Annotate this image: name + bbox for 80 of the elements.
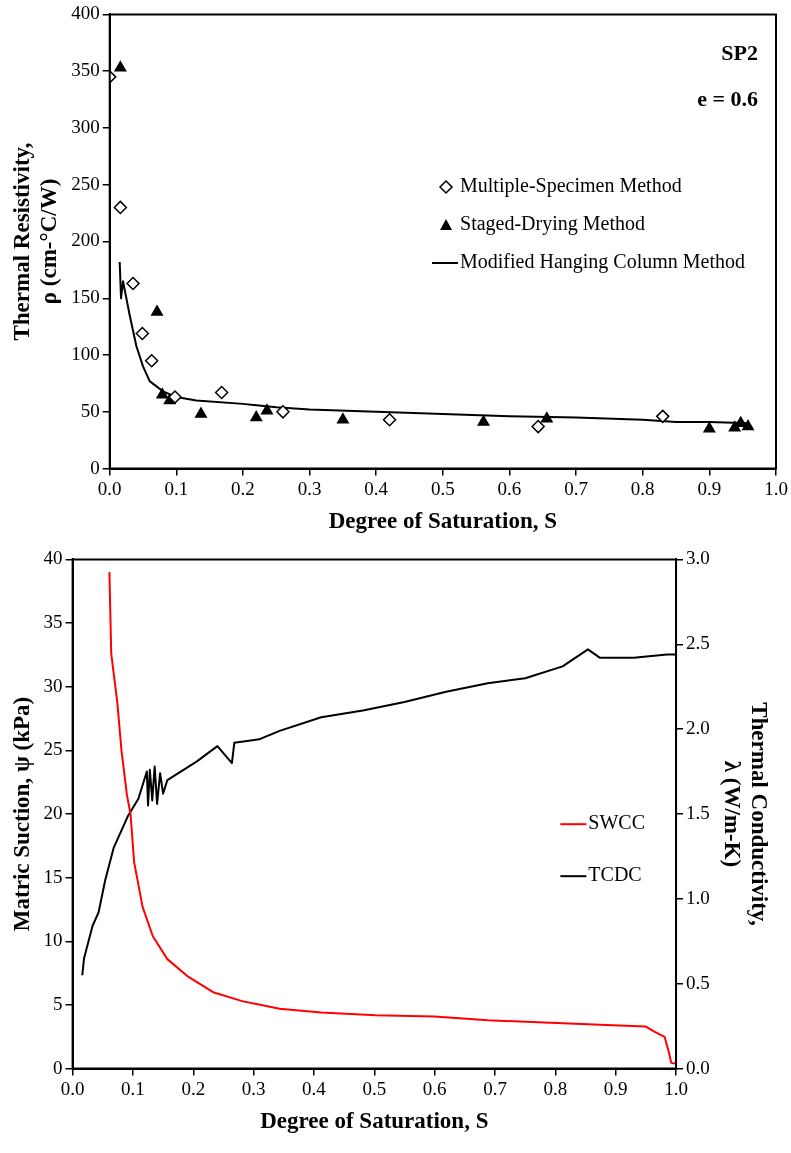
point	[382, 413, 397, 427]
y-tick-label: 15	[43, 865, 63, 887]
x-tick-label: 0.4	[364, 477, 389, 499]
y-tick-label: 100	[71, 343, 100, 365]
y-tick-label: 40	[43, 547, 63, 569]
y2-tick-label: 1.0	[686, 886, 710, 908]
x-tick-label: 0.6	[497, 477, 522, 499]
y2-tick-label: 3.0	[686, 547, 710, 569]
y2-tick-label: 1.5	[686, 801, 710, 823]
y-tick-label: 35	[43, 611, 63, 633]
legend-label: Multiple-Specimen Method	[460, 174, 682, 198]
point	[114, 61, 127, 72]
point	[156, 388, 169, 399]
y-tick-label: 10	[43, 929, 63, 951]
point	[135, 326, 150, 341]
point	[655, 409, 670, 424]
y-tick-label: 50	[80, 399, 100, 421]
x-tick-label: 0.0	[97, 477, 122, 499]
y2-tick-label: 2.5	[686, 632, 710, 654]
point	[703, 422, 716, 433]
y-tick-label: 200	[71, 229, 100, 251]
y-tick-label: 0	[90, 456, 100, 478]
legend-label: Modified Hanging Column Method	[460, 250, 745, 274]
x-tick-label: 0.0	[60, 1077, 85, 1099]
y-axis-title: Matric Suction, ψ (kPa)	[8, 696, 34, 932]
point	[144, 353, 159, 368]
x-tick-label: 0.1	[164, 477, 189, 499]
y-tick-label: 250	[71, 172, 100, 194]
y-tick-label: 20	[43, 801, 63, 823]
x-tick-label: 0.7	[564, 477, 588, 499]
point	[540, 411, 553, 423]
x-tick-label: 0.9	[603, 1077, 628, 1099]
point	[276, 405, 290, 419]
y2-tick-label: 0.0	[686, 1056, 710, 1078]
legend-label: SWCC	[588, 811, 646, 834]
x-tick-label: 0.9	[697, 477, 722, 499]
x-tick-label: 0.5	[430, 477, 455, 499]
point	[126, 276, 140, 291]
y-tick-label: 350	[71, 59, 100, 81]
x-tick-label: 1.0	[664, 1077, 688, 1099]
y2-axis-title: Thermal Conductivity, λ (W/m-K)	[719, 702, 773, 926]
y-tick-label: 30	[43, 674, 63, 696]
x-tick-label: 0.2	[231, 477, 255, 499]
y-axis-title: Thermal Resistivity, ρ (cm-°C/W)	[8, 142, 62, 341]
y-tick-label: 0	[53, 1056, 63, 1078]
x-tick-label: 0.6	[422, 1077, 447, 1099]
point	[742, 419, 754, 431]
x-tick-label: 0.7	[483, 1077, 507, 1099]
point	[113, 200, 128, 215]
x-tick-label: 0.3	[297, 477, 322, 499]
x-tick-label: 0.1	[121, 1077, 145, 1099]
x-axis-title: Degree of Saturation, S	[260, 1108, 489, 1134]
y-tick-label: 25	[43, 738, 63, 760]
x-axis-title: Degree of Saturation, S	[328, 508, 557, 534]
x-tick-label: 0.5	[362, 1077, 387, 1099]
point	[250, 410, 263, 422]
point	[531, 419, 545, 434]
x-tick-label: 0.2	[181, 1077, 206, 1099]
point	[151, 305, 163, 316]
x-tick-label: 0.3	[241, 1077, 266, 1099]
legend-label: Staged-Drying Method	[460, 212, 645, 236]
annotation: e = 0.6	[697, 86, 758, 112]
x-tick-label: 0.8	[630, 477, 655, 499]
point	[195, 407, 207, 418]
point	[261, 403, 273, 415]
y2-tick-label: 0.5	[686, 971, 710, 993]
annotation: SP2	[721, 40, 758, 66]
point	[214, 385, 229, 400]
point	[477, 415, 490, 426]
y-tick-label: 150	[71, 286, 100, 308]
y-tick-label: 400	[71, 2, 100, 24]
y-tick-label: 5	[53, 992, 63, 1014]
point	[336, 413, 349, 424]
y2-tick-label: 2.0	[686, 717, 710, 739]
x-tick-label: 1.0	[764, 477, 788, 499]
legend-label: TCDC	[588, 863, 642, 886]
x-tick-label: 0.4	[302, 1077, 327, 1099]
point	[168, 390, 182, 404]
x-tick-label: 0.8	[543, 1077, 568, 1099]
y-tick-label: 300	[71, 115, 100, 137]
